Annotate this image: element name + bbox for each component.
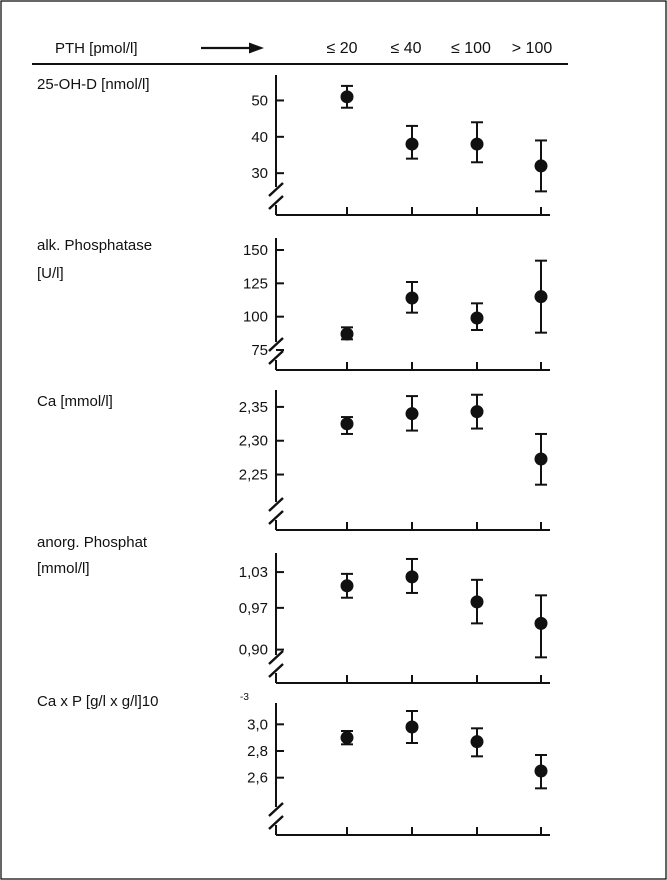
data-point <box>405 407 419 421</box>
axis-break-mark <box>268 802 284 817</box>
data-point <box>340 579 354 593</box>
data-point <box>534 290 548 304</box>
data-point <box>470 405 484 419</box>
panel-ca-x-p: Ca x P [g/l x g/l]10 -3 2,6 2,8 3,0 <box>37 692 550 836</box>
y-tick-label: 40 <box>251 129 268 146</box>
y-tick-label: 0,90 <box>239 642 268 659</box>
x-title-arrow <box>201 42 264 54</box>
axis-break-mark <box>268 182 284 197</box>
panel-title-line: 25-OH-D [nmol/l] <box>37 76 150 93</box>
data-point <box>405 720 419 734</box>
y-tick-label: 100 <box>243 309 268 326</box>
panel-title-line: [U/l] <box>37 265 64 282</box>
axis-break-mark <box>268 350 284 365</box>
data-point <box>340 417 354 431</box>
data-point <box>340 731 354 745</box>
panel-title-line: anorg. Phosphat <box>37 534 148 551</box>
data-point <box>405 291 419 305</box>
panel-25-oh-d: 25-OH-D [nmol/l] 30 40 50 <box>37 75 550 216</box>
y-tick-label: 0,97 <box>239 600 268 617</box>
y-tick-label: 125 <box>243 275 268 292</box>
data-point <box>534 616 548 630</box>
data-point <box>470 137 484 151</box>
axis-break-mark <box>268 510 284 525</box>
y-tick-label: 75 <box>251 342 268 359</box>
y-tick-label: 2,30 <box>239 433 268 450</box>
panel-ca: Ca [mmol/l] 2,25 2,30 2,35 <box>37 390 550 531</box>
panel-title-line: Ca [mmol/l] <box>37 393 113 410</box>
category-label-4: > 100 <box>512 40 553 57</box>
y-tick-label: 2,25 <box>239 467 268 484</box>
y-tick-label: 2,6 <box>247 770 268 787</box>
x-title: PTH [pmol/l] <box>55 40 138 57</box>
axis-break-mark <box>268 497 284 512</box>
axis-break-mark <box>268 815 284 830</box>
data-point <box>340 90 354 104</box>
data-point <box>470 595 484 609</box>
axis-break-mark <box>268 195 284 210</box>
data-point <box>470 735 484 749</box>
panel-title-line: [mmol/l] <box>37 560 90 577</box>
y-tick-label: 1,03 <box>239 564 268 581</box>
category-label-2: ≤ 40 <box>390 40 421 57</box>
category-label-1: ≤ 20 <box>326 40 357 57</box>
data-point <box>405 570 419 584</box>
data-point <box>534 452 548 466</box>
y-tick-label: 150 <box>243 242 268 259</box>
panel-title: Ca x P [g/l x g/l]10 <box>37 693 158 710</box>
axis-break-mark <box>268 650 284 665</box>
axis-break-mark <box>268 337 284 352</box>
data-point <box>534 764 548 778</box>
y-tick-label: 50 <box>251 92 268 109</box>
y-tick-label: 2,8 <box>247 743 268 760</box>
data-point <box>405 137 419 151</box>
category-label-3: ≤ 100 <box>451 40 491 57</box>
y-tick-label: 30 <box>251 165 268 182</box>
panel-anorg-phosphat: anorg. Phosphat [mmol/l] 0,90 0,97 1,03 <box>37 534 550 684</box>
y-tick-label: 2,35 <box>239 399 268 416</box>
panel-alk-phosphatase: alk. Phosphatase [U/l] 75 100 125 150 <box>37 237 550 371</box>
y-tick-label: 3,0 <box>247 716 268 733</box>
data-point <box>470 311 484 325</box>
data-point <box>534 159 548 173</box>
panel-title-exponent: -3 <box>240 692 249 703</box>
axis-break-mark <box>268 663 284 678</box>
panel-title-line: alk. Phosphatase <box>37 237 152 254</box>
data-point <box>340 327 354 341</box>
